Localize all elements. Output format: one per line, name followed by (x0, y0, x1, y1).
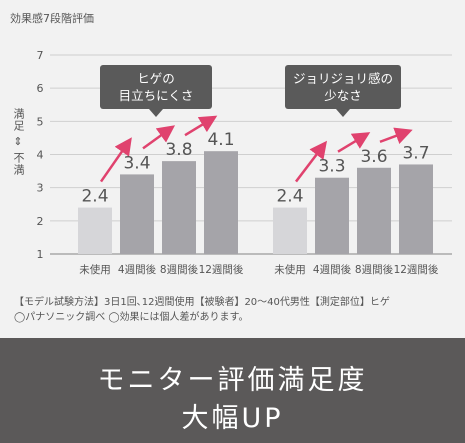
x-tick-label: 8週間後 (355, 263, 394, 276)
bar (357, 167, 391, 254)
bar (78, 207, 112, 254)
banner-line-1: モニター評価満足度 (97, 365, 368, 396)
y-tick-label: 5 (37, 115, 44, 128)
callout-box (285, 65, 401, 109)
y-axis-title: 効果感7段階評価 (10, 12, 94, 25)
footnote-line-1: 【モデル試験方法】3日1回､12週間使用【被験者】20～40代男性【測定部位】ヒ… (14, 297, 390, 308)
data-label: 3.8 (165, 140, 192, 160)
footnote-line-2: ◯パナソニック調べ ◯効果には個人差があります。 (14, 312, 249, 323)
bar (315, 177, 349, 254)
data-label: 4.1 (207, 130, 234, 150)
x-tick-label: 4週間後 (118, 263, 157, 276)
callout-box (100, 65, 212, 109)
bar (273, 207, 307, 254)
data-label: 3.7 (402, 143, 429, 163)
trend-arrow (142, 125, 176, 150)
bottom-banner: モニター評価満足度 大幅UP (0, 338, 465, 443)
x-tick-label: 未使用 (79, 263, 111, 276)
bar (162, 161, 196, 254)
y-tick-label: 7 (37, 49, 44, 62)
callout-title: ヒゲの (137, 71, 175, 86)
callout-pointer (149, 109, 163, 117)
y-tick-label: 3 (37, 182, 44, 195)
bar (204, 151, 238, 254)
y-tick-label: 2 (37, 215, 44, 228)
y-tick-label: 6 (37, 82, 44, 95)
footnote: 【モデル試験方法】3日1回､12週間使用【被験者】20～40代男性【測定部位】ヒ… (14, 295, 459, 325)
data-label: 2.4 (276, 187, 303, 207)
trend-arrow (184, 115, 218, 137)
trend-arrow (295, 140, 328, 183)
y-axis-label-top: 満足 (12, 108, 25, 132)
callout-title: 目立ちにくさ (119, 88, 194, 103)
y-tick-label: 4 (37, 149, 44, 162)
banner-line-2: 大幅UP (181, 403, 284, 434)
x-tick-label: 8週間後 (160, 263, 199, 276)
trend-arrow (337, 132, 371, 153)
data-label: 3.6 (360, 147, 387, 167)
trend-arrow (99, 137, 132, 183)
bar (120, 174, 154, 254)
callout-title: 少なさ (324, 88, 362, 103)
y-axis-label-bottom: 不満 (12, 152, 25, 176)
trend-arrow (379, 127, 413, 144)
bar (399, 164, 433, 254)
data-label: 2.4 (81, 187, 108, 207)
y-tick-label: 1 (37, 248, 44, 261)
data-label: 3.4 (123, 153, 150, 173)
x-tick-label: 未使用 (274, 263, 306, 276)
up-down-arrow-icon: ⇕ (13, 135, 23, 148)
callout-pointer (336, 109, 350, 117)
x-tick-label: 12週間後 (199, 263, 244, 276)
x-tick-label: 4週間後 (313, 263, 352, 276)
y-axis-side-label: 満足 ⇕ 不満 (10, 108, 26, 176)
data-label: 3.3 (318, 157, 345, 177)
x-tick-label: 12週間後 (394, 263, 439, 276)
callout-title: ジョリジョリ感の (293, 71, 393, 86)
